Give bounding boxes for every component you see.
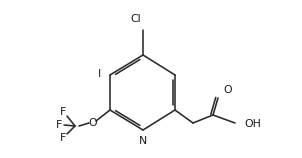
Text: F: F — [56, 120, 62, 130]
Text: F: F — [60, 133, 66, 143]
Text: I: I — [98, 69, 101, 79]
Text: OH: OH — [244, 119, 261, 129]
Text: O: O — [89, 118, 97, 128]
Text: Cl: Cl — [130, 14, 141, 24]
Text: F: F — [60, 107, 66, 117]
Text: O: O — [223, 85, 232, 95]
Text: N: N — [139, 136, 147, 146]
